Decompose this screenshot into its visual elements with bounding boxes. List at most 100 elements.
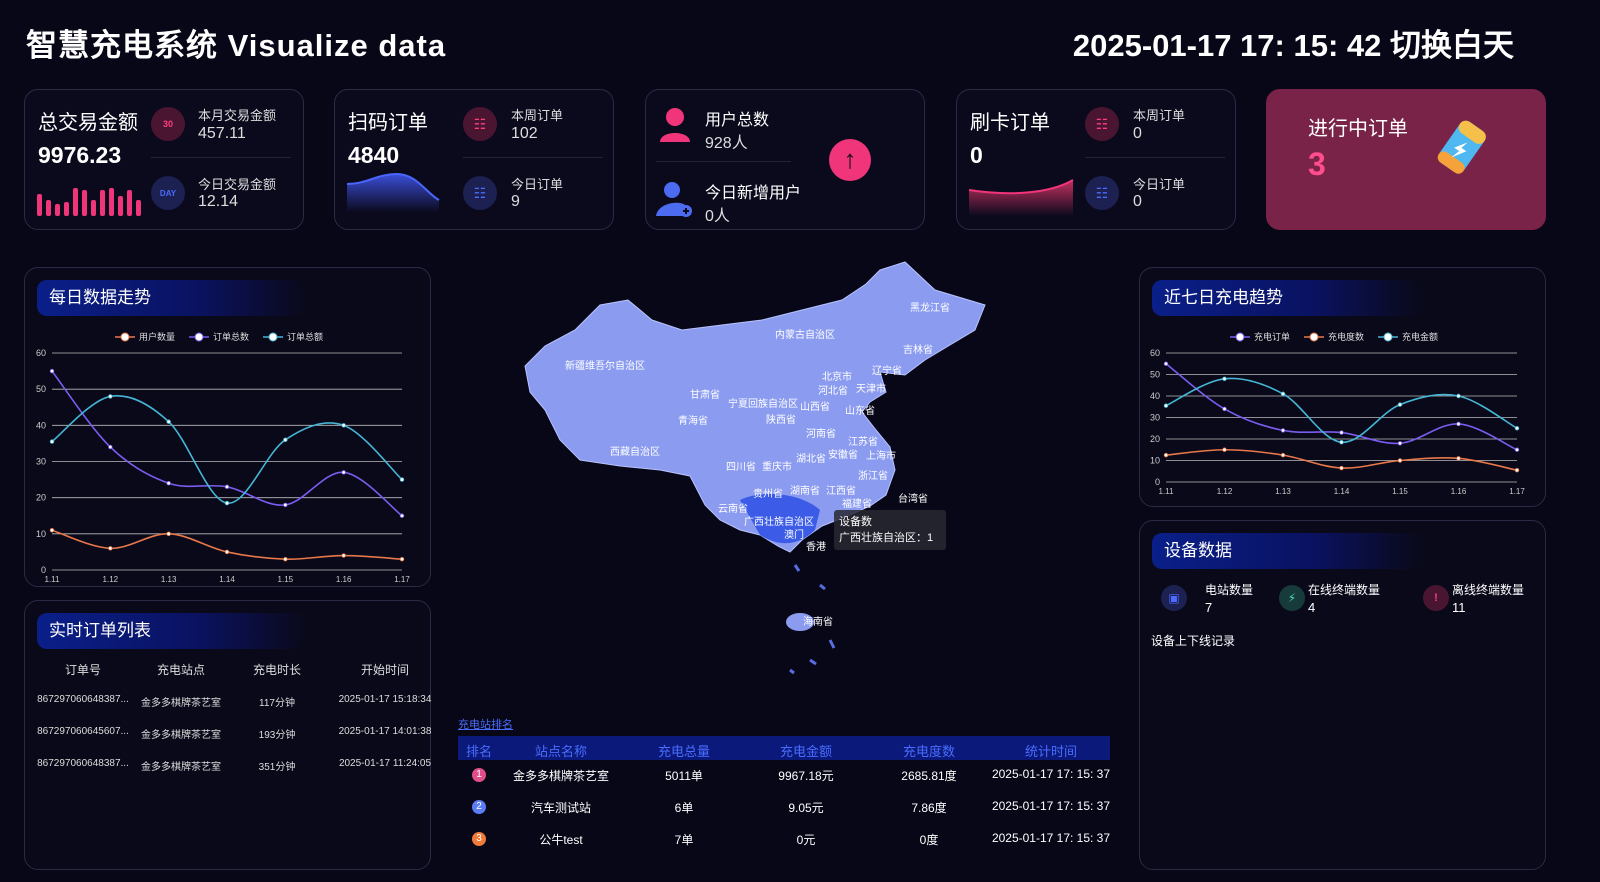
province-label[interactable]: 澳门 [784,528,804,541]
province-label[interactable]: 西藏自治区 [610,445,660,458]
data-point[interactable] [341,470,346,475]
data-point[interactable] [1222,376,1227,381]
province-label[interactable]: 台湾省 [898,492,928,505]
data-point[interactable] [341,423,346,428]
data-point[interactable] [166,531,171,537]
province-label[interactable]: 河南省 [806,427,836,440]
province-label[interactable]: 重庆市 [762,460,792,473]
arrow-up-icon: ↑ [829,139,871,181]
data-point[interactable] [49,439,55,444]
clipboard-icon: ☷ [463,107,497,141]
data-point[interactable] [1456,421,1461,427]
data-point[interactable] [1514,467,1520,473]
province-label[interactable]: 浙江省 [858,469,888,482]
data-point[interactable] [49,368,55,374]
province-label[interactable]: 上海市 [866,449,896,462]
data-point[interactable] [1514,447,1520,452]
province-label[interactable]: 陕西省 [766,413,796,426]
legend-item[interactable]: 用户数量 [115,331,175,342]
province-label[interactable]: 北京市 [822,370,852,383]
legend-marker [194,332,204,342]
province-label[interactable]: 贵州省 [753,487,783,500]
province-label[interactable]: 吉林省 [903,343,933,356]
province-label[interactable]: 山西省 [800,400,830,413]
data-point[interactable] [108,546,113,551]
data-point[interactable] [1339,465,1344,471]
province-label[interactable]: 山东省 [845,404,875,417]
data-point[interactable] [224,500,230,506]
data-point[interactable] [1163,452,1169,458]
province-label[interactable]: 湖北省 [796,452,826,465]
data-point[interactable] [1280,428,1286,433]
online-label: 在线终端数量 [1308,583,1381,597]
province-label[interactable]: 安徽省 [828,448,858,461]
data-point[interactable] [1339,440,1344,445]
data-point[interactable] [341,553,346,558]
x-tick-label: 1.14 [1334,487,1350,496]
province-label[interactable]: 内蒙古自治区 [775,328,835,341]
legend-item[interactable]: 充电金额 [1378,331,1438,342]
province-label[interactable]: 河北省 [818,384,848,397]
hainan-shape[interactable] [786,613,814,631]
data-point[interactable] [399,477,405,482]
data-point[interactable] [1163,361,1169,366]
x-tick-label: 1.13 [1275,487,1291,496]
legend-item[interactable]: 订单总数 [189,331,249,342]
theme-toggle[interactable]: 切换白天 [1390,28,1514,63]
guangxi-region-highlight[interactable] [740,494,820,544]
data-point[interactable] [1397,441,1403,446]
legend-item[interactable]: 订单总额 [263,331,323,342]
province-label[interactable]: 云南省 [718,502,748,515]
province-label[interactable]: 甘肃省 [690,388,720,401]
province-label[interactable]: 四川省 [726,460,756,473]
ranking-column-header: 统计时间 [1024,744,1077,759]
province-label[interactable]: 江苏省 [848,435,878,448]
data-point[interactable] [283,556,288,562]
data-point[interactable] [283,437,288,442]
data-point[interactable] [49,528,55,533]
legend-item[interactable]: 充电度数 [1304,331,1364,342]
province-label[interactable]: 香港 [806,541,826,553]
data-point[interactable] [166,419,171,424]
data-point[interactable] [1397,458,1403,463]
province-label[interactable]: 天津市 [856,382,886,395]
data-point[interactable] [1339,430,1344,435]
data-point[interactable] [399,513,405,518]
legend-item[interactable]: 充电订单 [1230,331,1290,342]
data-point[interactable] [399,556,405,562]
province-label[interactable]: 广西壮族自治区 [744,515,814,528]
orders-cell: 2025-01-17 14:01:38 [338,726,432,737]
data-point[interactable] [166,480,171,486]
y-tick-label: 40 [1150,391,1160,401]
data-point[interactable] [224,549,230,555]
data-point[interactable] [1222,447,1227,452]
china-mainland-shape[interactable] [524,261,986,553]
data-point[interactable] [108,444,113,450]
data-point[interactable] [1456,393,1461,399]
province-label[interactable]: 江西省 [826,484,856,497]
province-label[interactable]: 黑龙江省 [910,301,950,314]
province-label[interactable]: 福建省 [842,497,872,510]
data-point[interactable] [1397,402,1403,407]
data-point[interactable] [1456,456,1461,461]
province-label[interactable]: 辽宁省 [872,364,902,377]
data-point[interactable] [224,484,230,490]
data-point[interactable] [108,394,113,399]
data-point[interactable] [1222,406,1227,412]
province-label[interactable]: 海南省 [803,615,833,628]
data-point[interactable] [1280,391,1286,397]
province-label[interactable]: 宁夏回族自治区 [728,397,798,410]
data-point[interactable] [1280,452,1286,458]
x-tick-label: 1.15 [278,575,294,584]
data-point[interactable] [1163,403,1169,408]
scan-orders-sparkline [347,172,440,212]
sparkline-bar [118,196,123,216]
province-label[interactable]: 新疆维吾尔自治区 [565,359,645,372]
province-label[interactable]: 湖南省 [790,484,820,497]
data-point[interactable] [1514,426,1520,431]
province-label[interactable]: 青海省 [678,414,708,427]
data-point[interactable] [283,502,288,508]
orders-cell: 867297060648387... [37,694,129,705]
ranking-title[interactable]: 充电站排名 [458,719,513,731]
